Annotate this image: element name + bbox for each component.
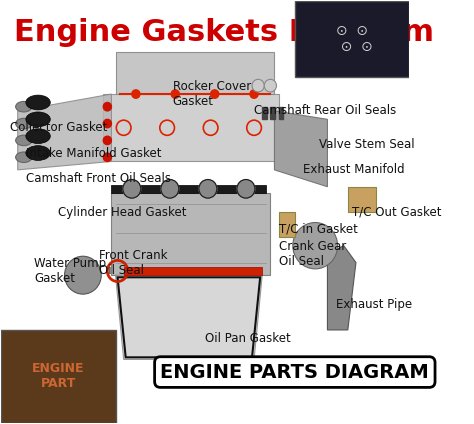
Text: Rocker Cover
Gasket: Rocker Cover Gasket [173, 80, 251, 108]
Polygon shape [103, 94, 279, 162]
Polygon shape [18, 94, 111, 170]
Text: Crank Gear
Oil Seal: Crank Gear Oil Seal [279, 240, 346, 268]
Text: T/C in Gasket: T/C in Gasket [279, 222, 357, 235]
Text: Front Crank
Oil Seal: Front Crank Oil Seal [99, 248, 168, 276]
Circle shape [103, 153, 111, 162]
Polygon shape [348, 187, 376, 212]
Circle shape [171, 90, 179, 98]
Text: Water Pump
Gasket: Water Pump Gasket [34, 257, 106, 285]
Text: Camshaft Front Oil Seals: Camshaft Front Oil Seals [26, 172, 171, 185]
Circle shape [264, 79, 276, 92]
Polygon shape [116, 275, 262, 360]
Circle shape [199, 180, 217, 198]
Ellipse shape [26, 112, 50, 127]
Circle shape [103, 119, 111, 128]
Circle shape [123, 180, 141, 198]
Ellipse shape [16, 152, 32, 162]
Bar [270, 107, 275, 119]
Text: Intake Manifold Gasket: Intake Manifold Gasket [26, 147, 161, 159]
Polygon shape [124, 267, 262, 275]
Circle shape [132, 90, 140, 98]
Text: ENGINE
PART: ENGINE PART [32, 362, 85, 390]
Text: ⊙  ⊙
  ⊙  ⊙: ⊙ ⊙ ⊙ ⊙ [331, 24, 372, 54]
Circle shape [252, 79, 264, 92]
Circle shape [237, 180, 255, 198]
FancyBboxPatch shape [1, 330, 116, 423]
Text: T/C Out Gasket: T/C Out Gasket [352, 206, 441, 218]
Text: ENGINE PARTS DIAGRAM: ENGINE PARTS DIAGRAM [161, 363, 429, 382]
Text: Engine Gaskets Diagram: Engine Gaskets Diagram [14, 18, 434, 47]
FancyBboxPatch shape [295, 1, 409, 77]
Text: Valve Stem Seal: Valve Stem Seal [319, 138, 415, 151]
Text: Exhaust Manifold: Exhaust Manifold [303, 163, 405, 176]
Circle shape [64, 256, 101, 294]
Polygon shape [111, 193, 270, 275]
Bar [279, 107, 283, 119]
Circle shape [210, 90, 219, 98]
Ellipse shape [16, 101, 32, 112]
Polygon shape [111, 184, 266, 193]
Circle shape [103, 136, 111, 145]
Polygon shape [279, 212, 295, 237]
Text: Collector Gasket: Collector Gasket [9, 121, 107, 134]
Polygon shape [116, 52, 274, 94]
Polygon shape [328, 245, 356, 330]
Circle shape [103, 103, 111, 111]
Polygon shape [274, 111, 328, 187]
Ellipse shape [16, 135, 32, 146]
Ellipse shape [26, 95, 50, 110]
Text: Camshaft Rear Oil Seals: Camshaft Rear Oil Seals [254, 104, 396, 117]
Ellipse shape [26, 129, 50, 144]
Text: Cylinder Head Gasket: Cylinder Head Gasket [58, 206, 187, 218]
Bar [262, 107, 267, 119]
Circle shape [161, 180, 179, 198]
Circle shape [293, 223, 337, 269]
Ellipse shape [16, 118, 32, 129]
Ellipse shape [26, 146, 50, 160]
Text: Oil Pan Gasket: Oil Pan Gasket [205, 332, 291, 345]
Text: Exhaust Pipe: Exhaust Pipe [336, 298, 412, 311]
Circle shape [250, 90, 258, 98]
